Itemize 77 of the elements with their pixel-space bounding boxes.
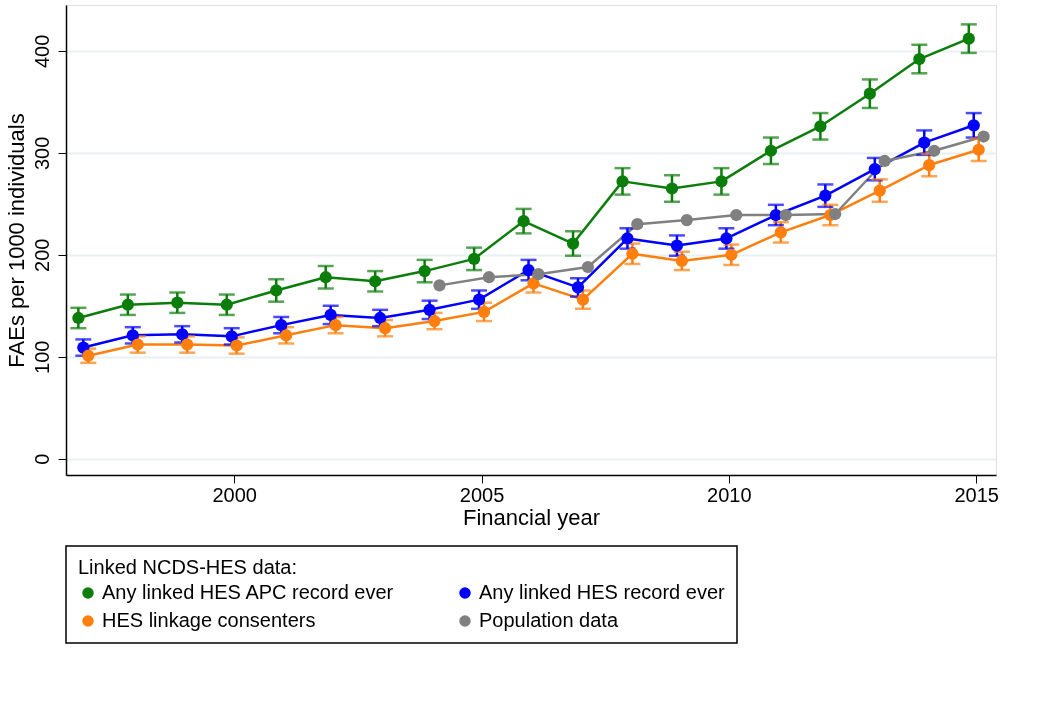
- legend-label: Any linked HES record ever: [479, 581, 725, 603]
- y-axis-title: FAEs per 1000 individuals: [3, 113, 29, 368]
- point: [680, 214, 693, 227]
- y-tick-label: 200: [30, 238, 53, 272]
- point: [626, 247, 639, 260]
- legend-label: Any linked HES APC record ever: [102, 581, 394, 603]
- point: [972, 143, 985, 156]
- point: [868, 163, 881, 176]
- point: [571, 281, 585, 294]
- point: [220, 298, 233, 311]
- point: [873, 184, 886, 197]
- legend-label: Population data: [479, 609, 619, 631]
- point: [616, 175, 629, 188]
- point: [270, 284, 283, 297]
- point: [225, 330, 238, 343]
- point: [730, 208, 743, 222]
- point: [675, 254, 688, 268]
- point: [319, 271, 332, 284]
- point: [581, 260, 595, 274]
- point: [176, 328, 189, 341]
- point: [631, 218, 644, 231]
- point: [967, 119, 980, 132]
- point: [171, 296, 184, 309]
- legend-title: Linked NCDS-HES data:: [78, 556, 297, 578]
- y-tick-label: 300: [30, 136, 53, 171]
- point: [814, 120, 827, 133]
- point: [918, 136, 931, 149]
- point: [878, 154, 891, 168]
- point: [423, 303, 436, 316]
- point: [126, 329, 139, 342]
- point: [369, 275, 382, 288]
- point: [280, 329, 293, 342]
- y-tick-label: 100: [30, 340, 53, 374]
- x-axis-title: Financial year: [463, 504, 600, 530]
- point: [566, 237, 580, 250]
- legend-label: HES linkage consenters: [102, 609, 316, 631]
- point: [576, 293, 590, 306]
- point: [472, 293, 486, 306]
- point: [329, 319, 342, 332]
- point: [665, 182, 679, 195]
- point: [928, 144, 941, 157]
- x-tick-label: 2010: [707, 483, 752, 506]
- x-tick-label: 2005: [459, 483, 505, 506]
- point: [779, 208, 792, 222]
- point: [863, 87, 876, 100]
- x-tick-label: 2015: [954, 483, 999, 506]
- point: [962, 32, 975, 45]
- point: [467, 252, 481, 265]
- point: [72, 311, 85, 325]
- point: [378, 322, 392, 335]
- point: [418, 264, 431, 278]
- point: [774, 226, 787, 239]
- point: [725, 248, 738, 261]
- point: [670, 239, 684, 252]
- point: [923, 158, 936, 172]
- point: [532, 268, 545, 281]
- point: [720, 232, 733, 245]
- x-tick-label: 2000: [212, 483, 257, 506]
- point: [913, 52, 926, 66]
- point: [527, 277, 540, 290]
- point: [482, 271, 496, 284]
- point: [275, 319, 288, 332]
- point: [819, 189, 832, 202]
- point: [829, 207, 842, 221]
- y-tick-label: 400: [30, 34, 53, 69]
- point: [764, 144, 778, 157]
- point: [715, 175, 728, 188]
- point: [977, 130, 990, 143]
- point: [121, 298, 134, 311]
- point: [324, 308, 337, 322]
- point: [769, 208, 782, 222]
- y-tick-label: 0: [30, 453, 53, 465]
- point: [477, 305, 491, 318]
- point: [522, 263, 535, 277]
- point: [433, 279, 446, 292]
- point: [517, 215, 530, 228]
- point: [621, 232, 634, 245]
